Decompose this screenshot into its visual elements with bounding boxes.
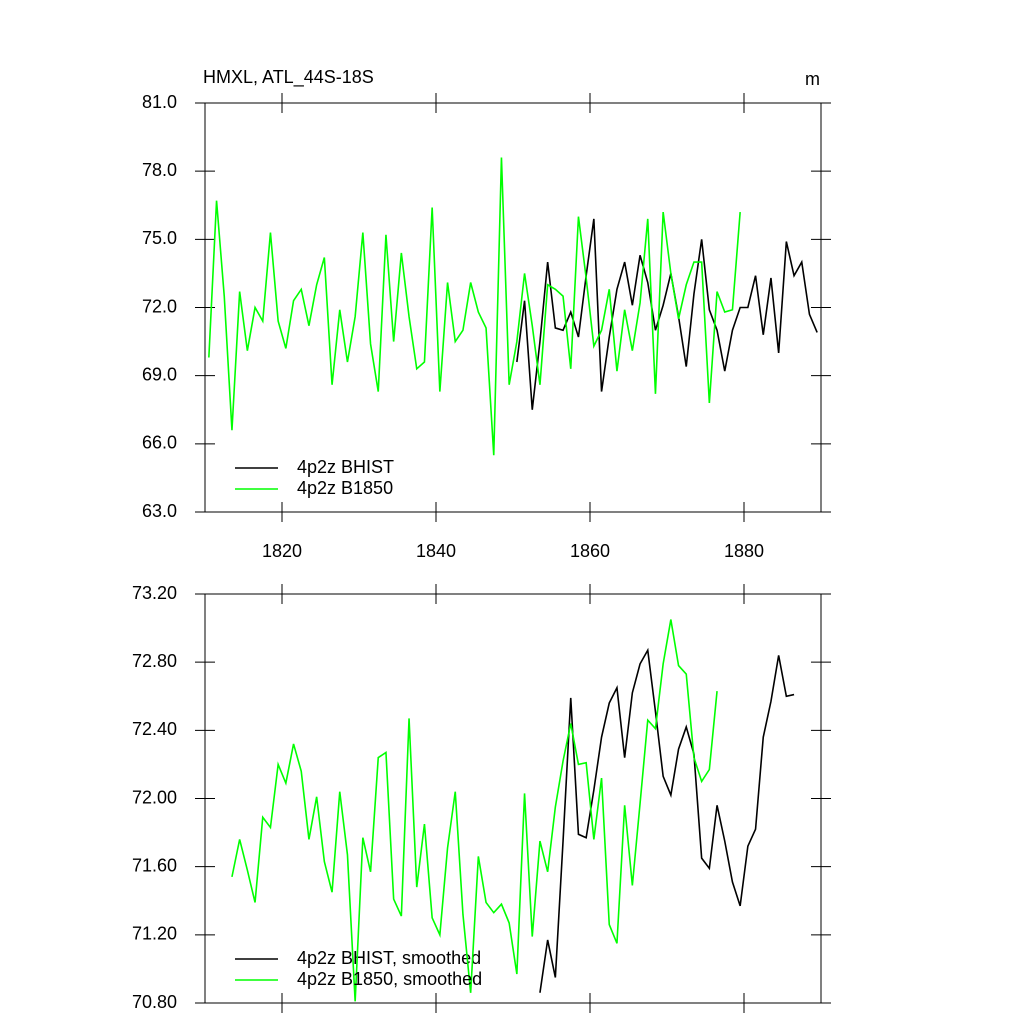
y-tick-label: 75.0 bbox=[142, 228, 177, 248]
data-line bbox=[539, 647, 795, 993]
data-line bbox=[208, 157, 741, 456]
x-tick-label: 1860 bbox=[570, 541, 610, 561]
y-tick-label: 73.20 bbox=[132, 583, 177, 603]
chart-title: HMXL, ATL_44S-18S bbox=[203, 67, 374, 88]
x-tick-label: 1840 bbox=[416, 541, 456, 561]
legend-label: 4p2z B1850, smoothed bbox=[297, 969, 482, 989]
y-tick-label: 69.0 bbox=[142, 364, 177, 384]
y-tick-label: 72.40 bbox=[132, 719, 177, 739]
y-tick-label: 71.60 bbox=[132, 855, 177, 875]
x-tick-label: 1820 bbox=[262, 541, 302, 561]
y-tick-label: 63.0 bbox=[142, 501, 177, 521]
x-tick-label: 1880 bbox=[724, 541, 764, 561]
legend-label: 4p2z BHIST, smoothed bbox=[297, 948, 481, 968]
y-tick-label: 81.0 bbox=[142, 92, 177, 112]
legend-label: 4p2z BHIST bbox=[297, 457, 394, 477]
axes bbox=[195, 584, 831, 1013]
units-label: m bbox=[805, 69, 820, 89]
y-tick-label: 78.0 bbox=[142, 160, 177, 180]
y-tick-label: 71.20 bbox=[132, 924, 177, 944]
y-tick-label: 72.80 bbox=[132, 651, 177, 671]
y-tick-label: 72.0 bbox=[142, 296, 177, 316]
y-tick-label: 70.80 bbox=[132, 992, 177, 1012]
y-tick-label: 72.00 bbox=[132, 787, 177, 807]
y-tick-label: 66.0 bbox=[142, 433, 177, 453]
data-line bbox=[516, 218, 818, 410]
legend-label: 4p2z B1850 bbox=[297, 478, 393, 498]
data-line bbox=[231, 619, 718, 1002]
